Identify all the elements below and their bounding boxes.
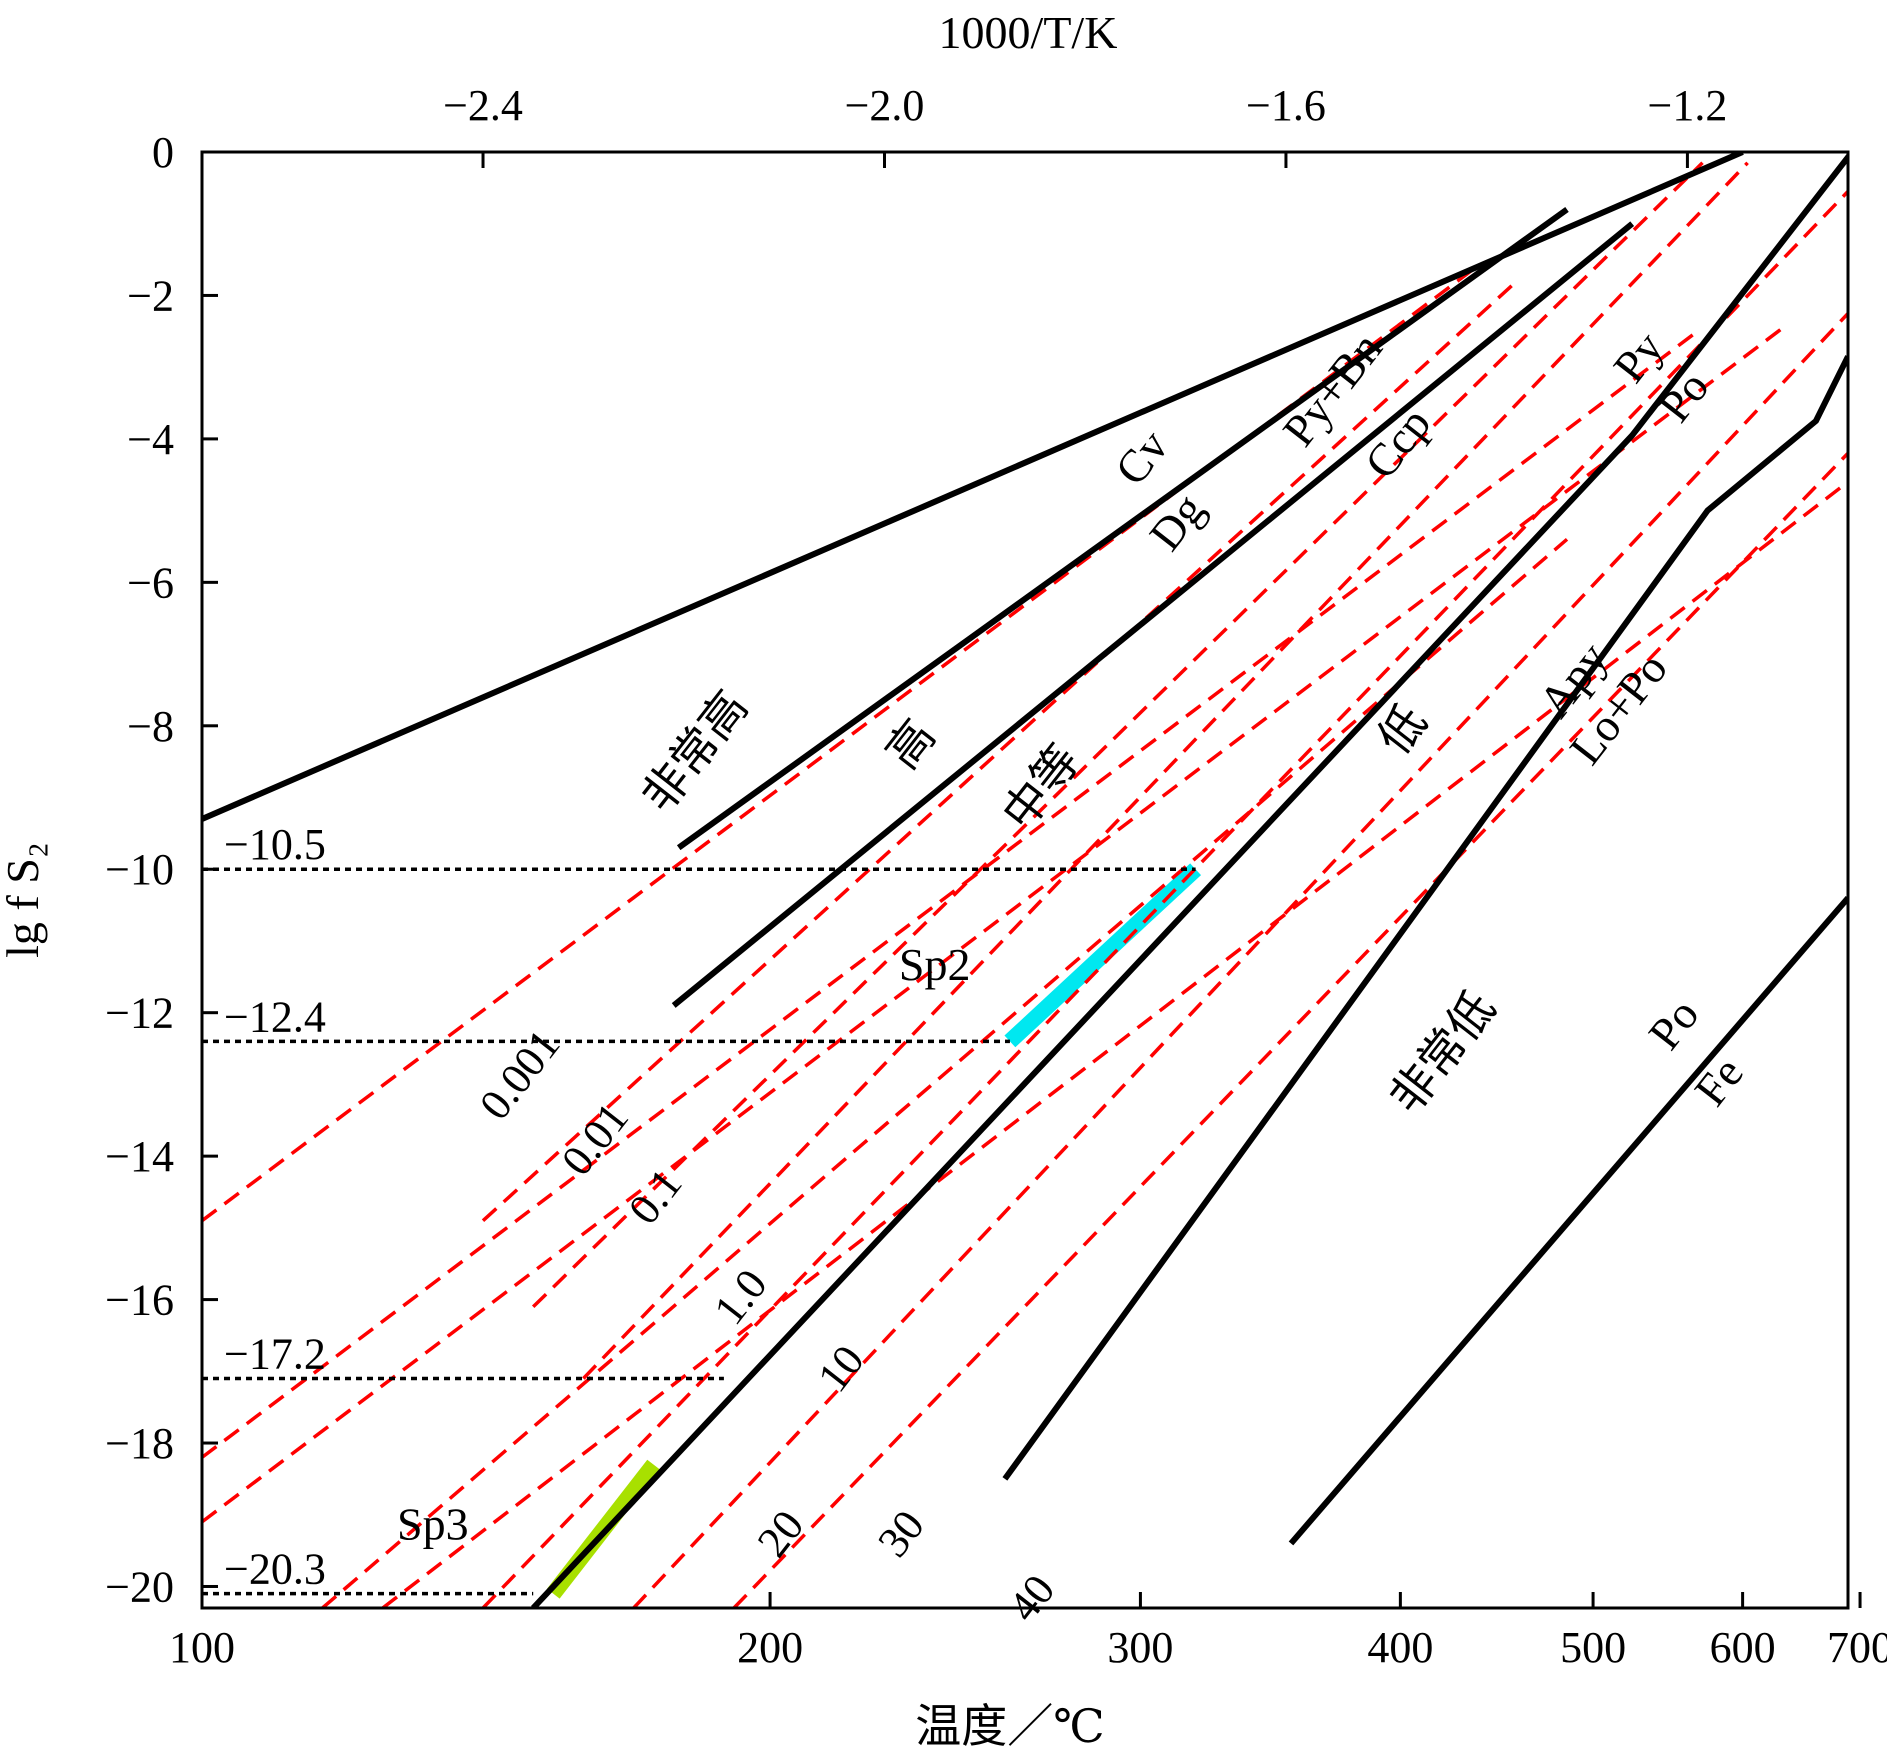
x2-tick-label: −2.4 bbox=[443, 81, 523, 130]
y-tick-label: −8 bbox=[127, 702, 174, 751]
boundary-line-Apy/Lo+Po bbox=[1002, 355, 1848, 1481]
isopleth-line-extra-10 bbox=[582, 161, 1749, 1380]
y-tick-label: −18 bbox=[105, 1419, 174, 1468]
x-tick-label: 700 bbox=[1827, 1623, 1887, 1672]
y-tick-label: −20 bbox=[105, 1562, 174, 1611]
x-tick-label: 200 bbox=[737, 1623, 803, 1672]
reference-label: −17.2 bbox=[224, 1329, 326, 1378]
y-tick-label: −16 bbox=[105, 1276, 174, 1325]
boundary-line-Py/Po bbox=[531, 152, 1848, 1608]
isopleth-line-1.0 bbox=[381, 480, 1848, 1608]
x2-tick-label: −1.6 bbox=[1246, 81, 1326, 130]
plot-border bbox=[200, 150, 1850, 1610]
x-tick-label: 300 bbox=[1107, 1623, 1173, 1672]
annotation-label: 30 bbox=[868, 1501, 934, 1566]
reference-label: −10.5 bbox=[224, 820, 326, 869]
annotation-label: 20 bbox=[748, 1501, 814, 1566]
x-axis-title: 温度／℃ bbox=[915, 1701, 1104, 1752]
annotation-label: 非常高 bbox=[632, 681, 757, 821]
reference-label: −20.3 bbox=[224, 1545, 326, 1594]
annotation-label: 10 bbox=[808, 1336, 874, 1401]
isopleth-line-0.1 bbox=[202, 322, 1789, 1524]
y-tick-label: 0 bbox=[152, 128, 174, 177]
boundary-line-Po/Fe bbox=[1288, 895, 1848, 1546]
annotation-label: Sp2 bbox=[899, 939, 971, 990]
y-tick-label: −12 bbox=[105, 989, 174, 1038]
isopleth-line-10 bbox=[321, 537, 1569, 1608]
boundary-line-Cv/Dg bbox=[676, 206, 1569, 851]
x2-tick-label: −1.2 bbox=[1648, 81, 1728, 130]
x2-axis-title: 1000/T/K bbox=[939, 7, 1118, 58]
annotation-label: 0.001 bbox=[470, 1020, 570, 1128]
plot-content bbox=[202, 152, 1848, 1608]
isopleth-line-extra-9 bbox=[531, 161, 1704, 1309]
axis-ticks: 100 200 300 400 500 600 700 −2.4 −2.0 −1.6 −1.2 0 −2… bbox=[105, 81, 1887, 1672]
annotation-label: 0.1 bbox=[619, 1160, 691, 1234]
y-tick-label: −10 bbox=[105, 845, 174, 894]
annotation-label: 0.01 bbox=[552, 1094, 638, 1185]
x-tick-label: 500 bbox=[1560, 1623, 1626, 1672]
annotation-label: 中等 bbox=[993, 735, 1090, 839]
highlight-sp2 bbox=[1004, 863, 1202, 1048]
annotation-label: Po bbox=[1638, 989, 1708, 1059]
boundary-line-Py+Bn/Ccp bbox=[671, 221, 1635, 1008]
annotation-label: 高 bbox=[876, 710, 945, 778]
annotation-label: Cv bbox=[1105, 421, 1178, 495]
isopleth-line-30 bbox=[632, 312, 1848, 1608]
x-tick-label: 400 bbox=[1367, 1623, 1433, 1672]
x2-tick-label: −2.0 bbox=[845, 81, 925, 130]
y-tick-label: −14 bbox=[105, 1132, 174, 1181]
isopleth-line-0.01 bbox=[202, 329, 1699, 1459]
annotation-label: Sp3 bbox=[397, 1499, 469, 1550]
isopleth-line-extra-8 bbox=[481, 279, 1518, 1222]
annotation-label: 非常低 bbox=[1380, 983, 1505, 1123]
x-tick-label: 100 bbox=[169, 1623, 235, 1672]
annotation-label: Ccp bbox=[1355, 398, 1441, 488]
annotation-label: Fe bbox=[1684, 1048, 1753, 1116]
y-tick-label: −2 bbox=[127, 271, 174, 320]
x-tick-label: 600 bbox=[1710, 1623, 1776, 1672]
reference-label: −12.4 bbox=[224, 992, 326, 1041]
isopleth-line-20 bbox=[481, 190, 1848, 1608]
y-tick-label: −4 bbox=[127, 415, 174, 464]
axes-frame bbox=[200, 150, 1850, 1610]
annotation-label: Dg bbox=[1139, 484, 1214, 560]
y-axis-title: lg f S₂ bbox=[0, 842, 48, 958]
y-tick-label: −6 bbox=[127, 558, 174, 607]
plot-area: −10.5−12.4−17.2−20.3CvDgPy+BnCcpPyPoApyL… bbox=[202, 152, 1848, 1631]
annotation-label: 40 bbox=[999, 1566, 1065, 1631]
isopleth-line-40 bbox=[732, 451, 1848, 1608]
boundary-line-upper bbox=[202, 152, 1744, 822]
